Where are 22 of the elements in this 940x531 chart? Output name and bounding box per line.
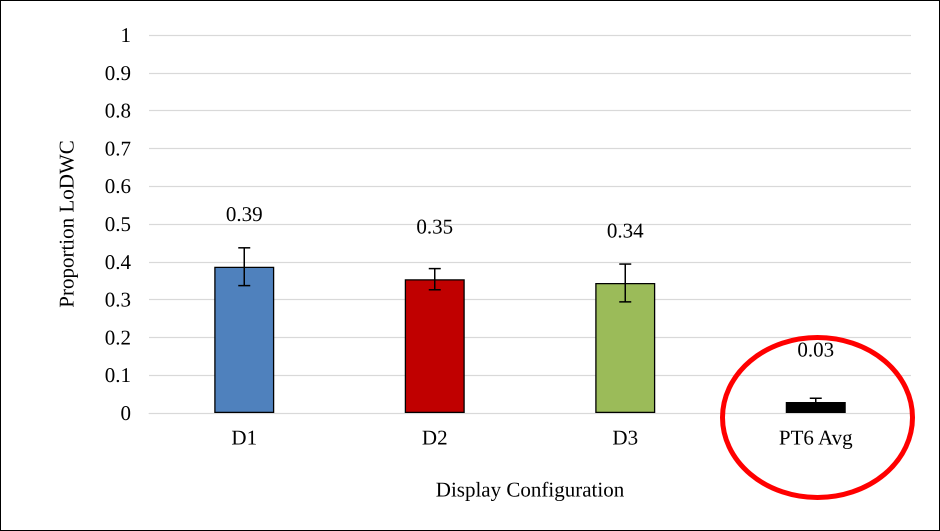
x-tick-label: D2 xyxy=(422,426,448,450)
bar xyxy=(786,402,846,413)
y-tick-label: 0.6 xyxy=(104,174,131,198)
y-tick-label: 0.1 xyxy=(104,363,131,388)
x-tick-label: PT6 Avg xyxy=(778,426,854,450)
y-tick-label: 0.9 xyxy=(104,60,131,85)
y-tick-label: 0.2 xyxy=(104,325,131,350)
x-tick-label: D1 xyxy=(231,426,258,450)
y-tick-label: 0.3 xyxy=(104,288,131,312)
y-tick-label: 0.7 xyxy=(104,136,131,160)
data-label: 0.03 xyxy=(797,338,834,362)
data-label: 0.34 xyxy=(606,218,644,242)
y-tick-label: 0.8 xyxy=(104,98,131,123)
data-label: 0.39 xyxy=(226,202,263,226)
data-label: 0.35 xyxy=(416,214,454,239)
x-tick-label: D3 xyxy=(612,426,638,450)
x-axis-title: Display Configuration xyxy=(436,478,625,502)
y-tick-label: 0.4 xyxy=(104,250,132,274)
y-axis-title: Proportion LoDWC xyxy=(54,140,78,308)
y-tick-label: 1 xyxy=(120,23,131,47)
y-tick-label: 0 xyxy=(120,401,131,425)
y-tick-label: 0.5 xyxy=(104,212,131,236)
